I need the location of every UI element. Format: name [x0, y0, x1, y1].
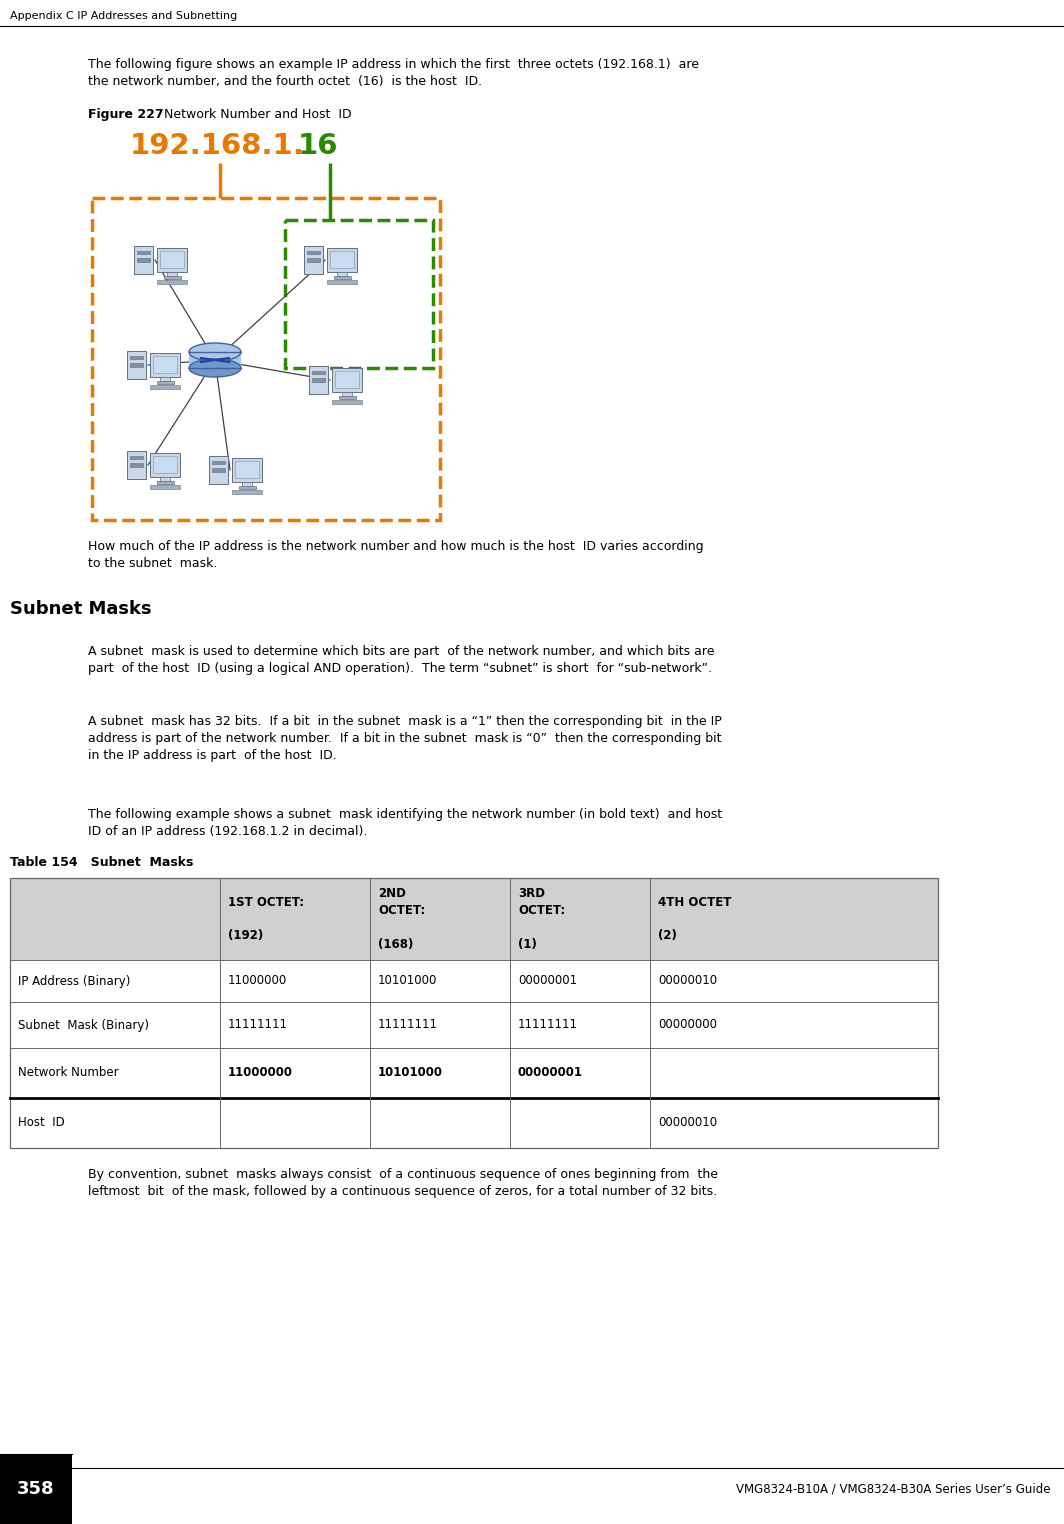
Text: 11111111: 11111111: [228, 1018, 288, 1032]
Bar: [161, 477, 170, 482]
Text: 10101000: 10101000: [378, 974, 437, 988]
Text: 2ND
OCTET:

(168): 2ND OCTET: (168): [378, 887, 426, 951]
Text: address is part of the network number.  If a bit in the subnet  mask is “0”  the: address is part of the network number. I…: [88, 732, 721, 745]
Bar: [306, 250, 320, 255]
Bar: [189, 352, 242, 367]
Bar: [332, 367, 363, 392]
Bar: [243, 483, 252, 486]
Bar: [330, 250, 354, 268]
Bar: [156, 482, 173, 485]
Text: 3RD
OCTET:

(1): 3RD OCTET: (1): [518, 887, 565, 951]
Bar: [337, 273, 347, 276]
Bar: [210, 456, 228, 485]
Text: The following example shows a subnet  mask identifying the network number (in bo: The following example shows a subnet mas…: [88, 808, 722, 821]
Text: part  of the host  ID (using a logical AND operation).  The term “subnet” is sho: part of the host ID (using a logical AND…: [88, 661, 712, 675]
Ellipse shape: [189, 360, 242, 376]
Bar: [160, 250, 184, 268]
Bar: [306, 258, 320, 262]
Bar: [343, 392, 352, 396]
Bar: [130, 363, 144, 367]
Text: 11000000: 11000000: [228, 974, 287, 988]
Bar: [130, 463, 144, 466]
Bar: [310, 366, 328, 395]
Bar: [130, 355, 144, 360]
Text: 11111111: 11111111: [518, 1018, 578, 1032]
Bar: [164, 276, 181, 279]
Text: 11000000: 11000000: [228, 1067, 293, 1079]
Bar: [212, 460, 226, 465]
Bar: [332, 399, 363, 404]
Text: to the subnet  mask.: to the subnet mask.: [88, 556, 217, 570]
Text: Figure 227: Figure 227: [88, 108, 164, 120]
Bar: [312, 378, 326, 383]
Bar: [153, 355, 178, 372]
Text: 11111111: 11111111: [378, 1018, 438, 1032]
Bar: [235, 460, 260, 477]
Text: 00000001: 00000001: [518, 1067, 583, 1079]
Bar: [134, 245, 153, 274]
Text: Network Number and Host  ID: Network Number and Host ID: [156, 108, 351, 120]
Bar: [156, 248, 187, 273]
Text: in the IP address is part  of the host  ID.: in the IP address is part of the host ID…: [88, 748, 336, 762]
Text: 1ST OCTET:

(192): 1ST OCTET: (192): [228, 896, 304, 942]
Bar: [304, 245, 323, 274]
Bar: [127, 351, 146, 379]
Text: ID of an IP address (192.168.1.2 in decimal).: ID of an IP address (192.168.1.2 in deci…: [88, 824, 367, 838]
Bar: [167, 273, 177, 276]
Text: Network Number: Network Number: [18, 1067, 118, 1079]
Bar: [312, 370, 326, 375]
Bar: [232, 489, 263, 494]
Text: leftmost  bit  of the mask, followed by a continuous sequence of zeros, for a to: leftmost bit of the mask, followed by a …: [88, 1186, 717, 1198]
Bar: [150, 386, 180, 389]
Text: Host  ID: Host ID: [18, 1117, 65, 1129]
Bar: [10, 878, 938, 1148]
Bar: [238, 486, 255, 489]
Text: Subnet Masks: Subnet Masks: [10, 600, 152, 619]
Bar: [161, 378, 170, 381]
Bar: [232, 457, 263, 483]
Text: Table 154   Subnet  Masks: Table 154 Subnet Masks: [10, 856, 194, 869]
Text: the network number, and the fourth octet  (16)  is the host  ID.: the network number, and the fourth octet…: [88, 75, 482, 88]
Bar: [10, 878, 938, 960]
Text: The following figure shows an example IP address in which the first  three octet: The following figure shows an example IP…: [88, 58, 699, 72]
Bar: [327, 280, 358, 283]
Text: 00000010: 00000010: [658, 974, 717, 988]
Bar: [92, 198, 440, 520]
Bar: [0, 1454, 72, 1524]
Text: A subnet  mask has 32 bits.  If a bit  in the subnet  mask is a “1” then the cor: A subnet mask has 32 bits. If a bit in t…: [88, 715, 721, 728]
Text: VMG8324-B10A / VMG8324-B30A Series User’s Guide: VMG8324-B10A / VMG8324-B30A Series User’…: [735, 1483, 1050, 1495]
Bar: [335, 370, 360, 387]
Text: By convention, subnet  masks always consist  of a continuous sequence of ones be: By convention, subnet masks always consi…: [88, 1167, 718, 1181]
Text: IP Address (Binary): IP Address (Binary): [18, 974, 131, 988]
Bar: [327, 248, 358, 273]
Text: 4TH OCTET

(2): 4TH OCTET (2): [658, 896, 731, 942]
Text: 358: 358: [17, 1480, 55, 1498]
Bar: [156, 381, 173, 384]
Bar: [137, 250, 150, 255]
Bar: [156, 280, 187, 283]
Bar: [150, 352, 180, 378]
Ellipse shape: [189, 343, 242, 361]
Bar: [338, 396, 355, 399]
Text: 10101000: 10101000: [378, 1067, 443, 1079]
Bar: [150, 485, 180, 489]
Text: 00000000: 00000000: [658, 1018, 717, 1032]
Bar: [150, 453, 180, 477]
Text: Subnet  Mask (Binary): Subnet Mask (Binary): [18, 1018, 149, 1032]
Bar: [127, 451, 146, 479]
Text: A subnet  mask is used to determine which bits are part  of the network number, : A subnet mask is used to determine which…: [88, 645, 715, 658]
Text: 16: 16: [298, 133, 338, 160]
Bar: [333, 276, 351, 279]
Bar: [130, 456, 144, 459]
Bar: [153, 456, 178, 472]
Text: 192.168.1.: 192.168.1.: [130, 133, 305, 160]
Text: 00000010: 00000010: [658, 1117, 717, 1129]
Text: How much of the IP address is the network number and how much is the host  ID va: How much of the IP address is the networ…: [88, 539, 703, 553]
Bar: [212, 468, 226, 472]
Bar: [137, 258, 150, 262]
Text: Appendix C IP Addresses and Subnetting: Appendix C IP Addresses and Subnetting: [10, 11, 237, 21]
Text: 00000001: 00000001: [518, 974, 577, 988]
Bar: [285, 219, 433, 367]
